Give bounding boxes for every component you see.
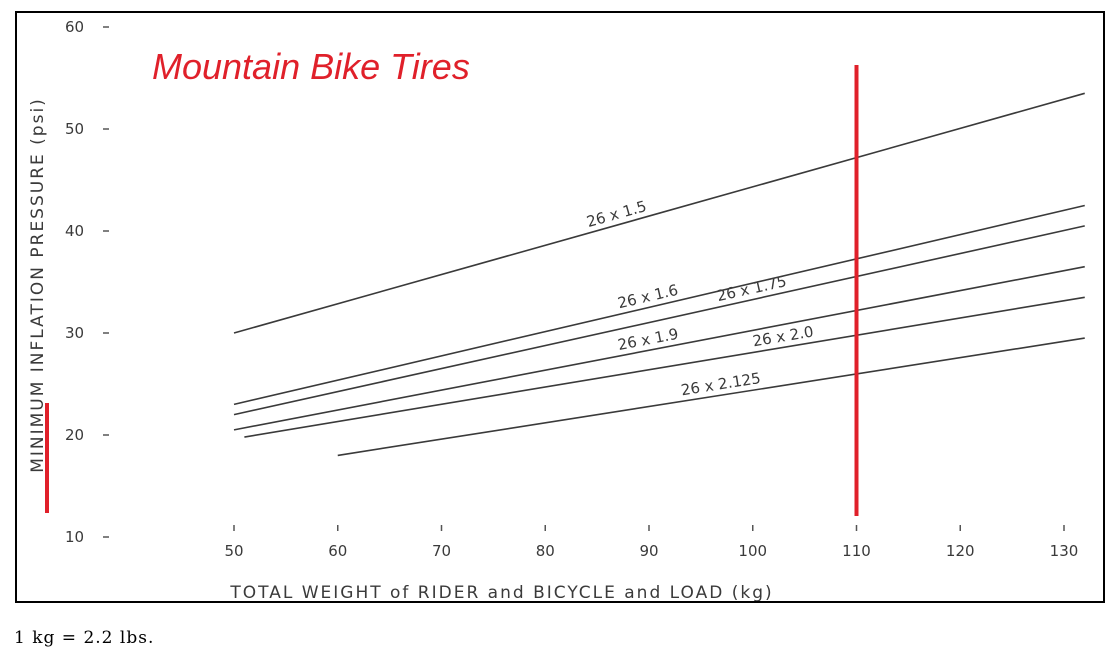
x-tick-label: 130	[1050, 542, 1079, 560]
y-tick-label: 40	[65, 222, 84, 240]
y-tick-label: 30	[65, 324, 84, 342]
series-lines	[233, 92, 1085, 457]
x-tick-label: 80	[536, 542, 555, 560]
y-label-highlight-marker	[45, 403, 49, 513]
chart-svg: 10 20 30 40 50 60 50 60 70 80 90 100 110 120 130 26 x…	[28, 18, 1085, 603]
series-line	[233, 92, 1085, 334]
series-label: 26 x 2.0	[751, 322, 814, 350]
y-tick-label: 50	[65, 120, 84, 138]
y-tick-label: 10	[65, 528, 84, 546]
y-axis-ticks: 10 20 30 40 50 60	[65, 18, 109, 546]
x-tick-label: 90	[639, 542, 658, 560]
x-tick-label: 100	[738, 542, 767, 560]
x-tick-label: 120	[946, 542, 975, 560]
x-tick-label: 70	[432, 542, 451, 560]
series-line	[244, 296, 1085, 438]
series-line	[337, 337, 1085, 457]
x-tick-label: 50	[224, 542, 243, 560]
x-axis-label: TOTAL WEIGHT of RIDER and BICYCLE and LO…	[229, 583, 773, 603]
y-tick-label: 60	[65, 18, 84, 36]
y-tick-label: 20	[65, 426, 84, 444]
series-line	[233, 204, 1085, 406]
x-tick-label: 110	[842, 542, 871, 560]
x-axis-ticks: 50 60 70 80 90 100 110 120 130	[224, 525, 1078, 560]
chart-title: Mountain Bike Tires	[152, 46, 470, 87]
series-line	[233, 265, 1085, 431]
chart-frame: 10 20 30 40 50 60 50 60 70 80 90 100 110 120 130 26 x…	[15, 11, 1105, 603]
series-label: 26 x 1.9	[616, 325, 680, 354]
footnote: 1 kg = 2.2 lbs.	[14, 628, 155, 648]
series-line	[233, 225, 1085, 416]
y-axis-label: MINIMUM INFLATION PRESSURE (psi)	[28, 97, 48, 473]
x-tick-label: 60	[328, 542, 347, 560]
